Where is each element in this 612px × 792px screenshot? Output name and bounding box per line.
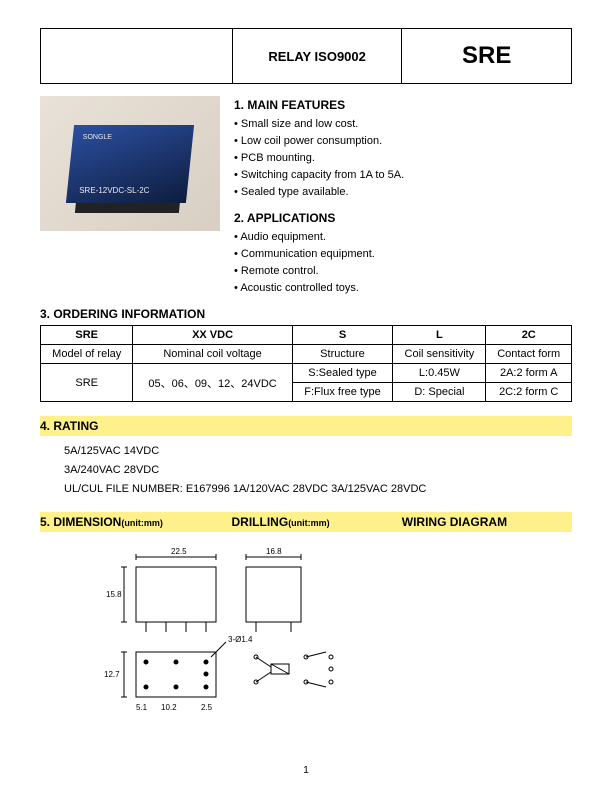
header-model: SRE (401, 29, 571, 83)
order-cell: Structure (292, 345, 393, 364)
table-row: SRE 05、06、09、12、24VDC S:Sealed type L:0.… (41, 364, 572, 383)
order-cell: F:Flux free type (292, 383, 393, 402)
product-photo: SONGLE SRE-12VDC-SL-2C (40, 96, 220, 231)
photo-model: SRE-12VDC-SL-2C (79, 186, 149, 195)
diagrams-svg: 22.5 15.8 16.8 3-Ø1.4 12.7 5.1 10.2 2.5 (76, 542, 536, 712)
application-item: Communication equipment. (234, 246, 572, 263)
application-item: Audio equipment. (234, 229, 572, 246)
feature-item: PCB mounting. (234, 150, 572, 167)
order-cell: S:Sealed type (292, 364, 393, 383)
main-row: SONGLE SRE-12VDC-SL-2C 1. MAIN FEATURES … (40, 96, 572, 297)
dim-h1: 15.8 (106, 590, 122, 599)
rating-line: 5A/125VAC 14VDC (64, 442, 572, 461)
order-cell: Nominal coil voltage (133, 345, 292, 364)
order-cell: D: Special (393, 383, 486, 402)
dim-w1: 22.5 (171, 547, 187, 556)
dimension-title: 5. DIMENSION (40, 515, 121, 529)
order-cell: L:0.45W (393, 364, 486, 383)
order-header: SRE (41, 326, 133, 345)
application-item: Remote control. (234, 263, 572, 280)
order-cell: 05、06、09、12、24VDC (133, 364, 292, 402)
header-product: RELAY ISO9002 (232, 29, 402, 83)
rating-line: 3A/240VAC 28VDC (64, 461, 572, 480)
wiring-title: WIRING DIAGRAM (402, 515, 572, 529)
order-cell: Coil sensitivity (393, 345, 486, 364)
order-header: L (393, 326, 486, 345)
table-row: SRE XX VDC S L 2C (41, 326, 572, 345)
header-box: RELAY ISO9002 SRE (40, 28, 572, 84)
applications-heading: 2. APPLICATIONS (234, 211, 572, 225)
unit-label: (unit:mm) (121, 518, 163, 528)
relay-body: SONGLE SRE-12VDC-SL-2C (66, 125, 194, 203)
ordering-table: SRE XX VDC S L 2C Model of relay Nominal… (40, 325, 572, 402)
order-cell: SRE (41, 364, 133, 402)
dim-d2: 10.2 (161, 703, 177, 712)
page-number: 1 (0, 765, 612, 776)
dimension-heading-bar: 5. DIMENSION(unit:mm) DRILLING(unit:mm) … (40, 512, 572, 532)
order-header: 2C (486, 326, 572, 345)
main-features-heading: 1. MAIN FEATURES (234, 98, 572, 112)
feature-item: Sealed type available. (234, 184, 572, 201)
feature-item: Switching capacity from 1A to 5A. (234, 167, 572, 184)
dim-hole: 3-Ø1.4 (228, 635, 253, 644)
features-column: 1. MAIN FEATURES Small size and low cost… (234, 96, 572, 297)
order-header: XX VDC (133, 326, 292, 345)
unit-label: (unit:mm) (288, 518, 330, 528)
header-empty (41, 29, 232, 83)
rating-line: UL/CUL FILE NUMBER: E167996 1A/120VAC 28… (64, 480, 572, 499)
feature-item: Low coil power consumption. (234, 133, 572, 150)
order-header: S (292, 326, 393, 345)
rating-heading: 4. RATING (40, 416, 572, 436)
dim-d4: 12.7 (104, 670, 120, 679)
order-cell: Contact form (486, 345, 572, 364)
application-item: Acoustic controlled toys. (234, 280, 572, 297)
dimension-diagrams: 22.5 15.8 16.8 3-Ø1.4 12.7 5.1 10.2 2.5 (40, 542, 572, 715)
drilling-title: DRILLING (232, 515, 289, 529)
order-cell: 2C:2 form C (486, 383, 572, 402)
ordering-heading: 3. ORDERING INFORMATION (40, 307, 572, 321)
table-row: Model of relay Nominal coil voltage Stru… (41, 345, 572, 364)
order-cell: 2A:2 form A (486, 364, 572, 383)
dim-d1: 5.1 (136, 703, 148, 712)
feature-item: Small size and low cost. (234, 116, 572, 133)
photo-brand: SONGLE (83, 133, 112, 142)
order-cell: Model of relay (41, 345, 133, 364)
dim-d3: 2.5 (201, 703, 213, 712)
dim-w2: 16.8 (266, 547, 282, 556)
